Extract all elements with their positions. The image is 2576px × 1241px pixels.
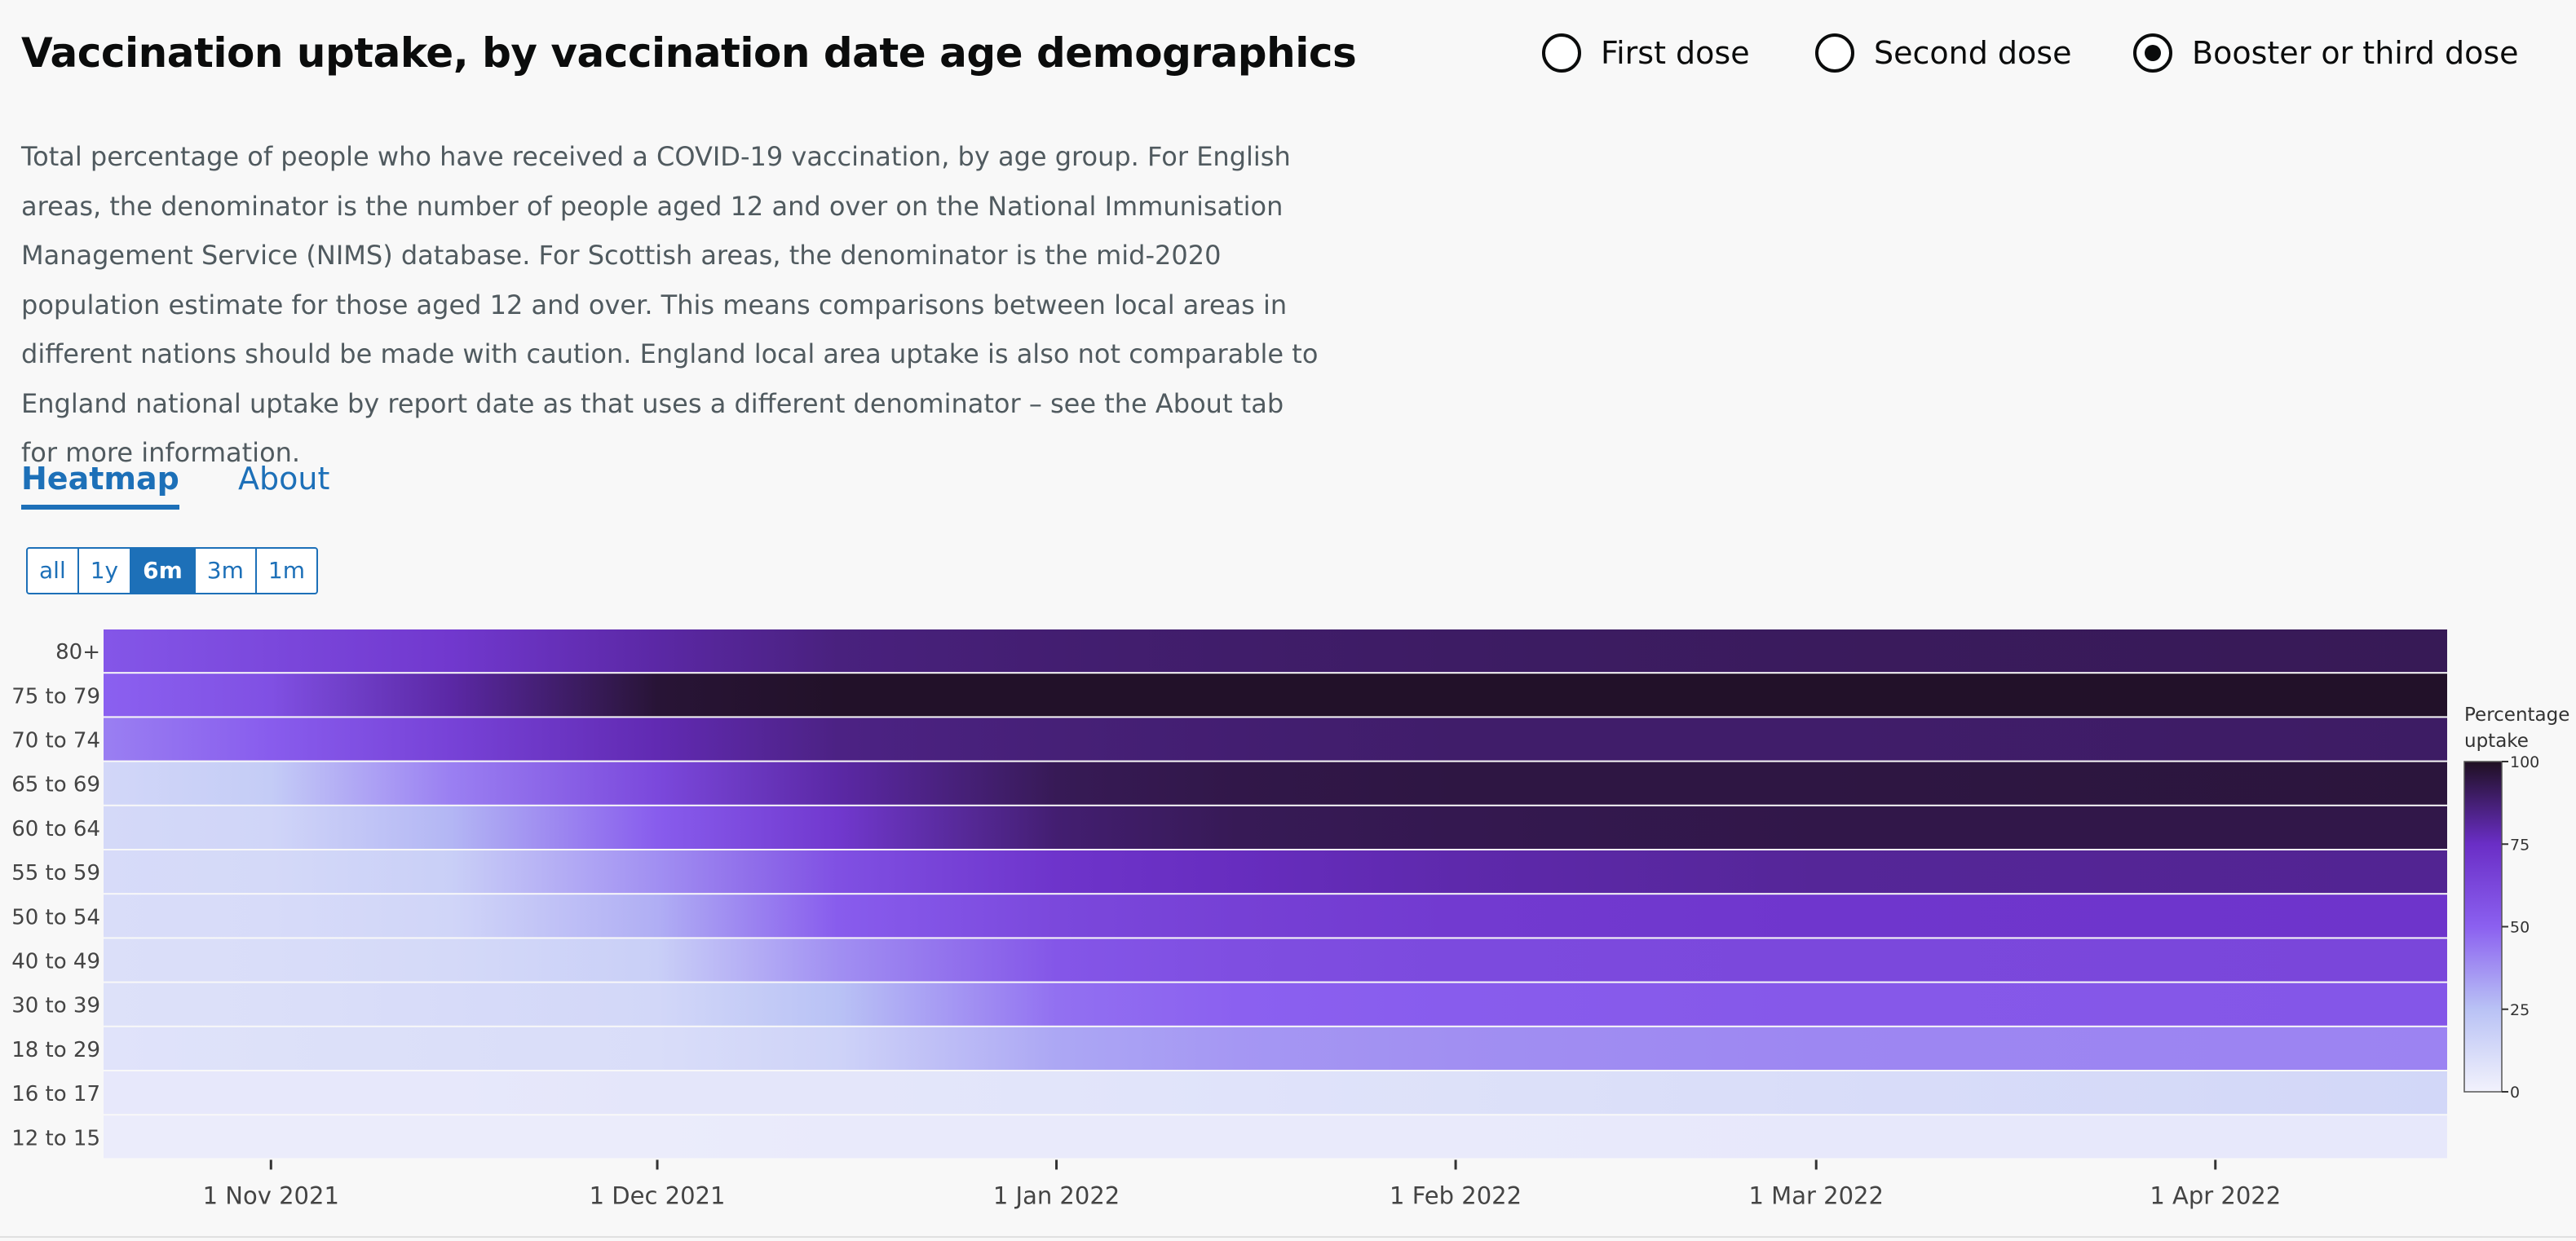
heatmap-row bbox=[104, 629, 2447, 673]
radio-booster-dose[interactable]: Booster or third dose bbox=[2133, 24, 2519, 82]
tab-heatmap[interactable]: Heatmap bbox=[21, 461, 179, 510]
radio-first-dose[interactable]: First dose bbox=[1542, 24, 1750, 82]
colorbar-title: uptake bbox=[2464, 731, 2529, 752]
heatmap-row bbox=[104, 938, 2447, 982]
x-tick-label: 1 Jan 2022 bbox=[993, 1181, 1120, 1209]
x-tick-label: 1 Feb 2022 bbox=[1390, 1181, 1522, 1209]
y-tick-label: 16 to 17 bbox=[11, 1082, 100, 1106]
heatmap-row bbox=[104, 850, 2447, 894]
divider bbox=[0, 1236, 2576, 1238]
heatmap-row bbox=[104, 806, 2447, 849]
y-tick-label: 40 to 49 bbox=[11, 950, 100, 974]
heatmap-row bbox=[104, 983, 2447, 1026]
x-tick-label: 1 Mar 2022 bbox=[1749, 1181, 1884, 1209]
page-title: Vaccination uptake, by vaccination date … bbox=[21, 29, 1357, 77]
colorbar-tick-label: 50 bbox=[2510, 919, 2530, 937]
y-tick-label: 75 to 79 bbox=[11, 684, 100, 709]
range-1y-button[interactable]: 1y bbox=[79, 549, 132, 593]
colorbar-title: Percentage bbox=[2464, 704, 2569, 726]
heatmap-row bbox=[104, 762, 2447, 805]
y-tick-label: 30 to 39 bbox=[11, 994, 100, 1018]
radio-circle[interactable] bbox=[1542, 33, 1581, 73]
radio-label-second-dose[interactable]: Second dose bbox=[1874, 35, 2072, 71]
radio-label-first-dose[interactable]: First dose bbox=[1601, 35, 1750, 71]
radio-circle[interactable] bbox=[1815, 33, 1854, 73]
x-tick-label: 1 Dec 2021 bbox=[590, 1181, 726, 1209]
radio-circle-selected[interactable] bbox=[2133, 33, 2172, 73]
chart-description: Total percentage of people who have rece… bbox=[21, 141, 1319, 468]
colorbar-tick-label: 75 bbox=[2510, 836, 2530, 854]
heatmap-row bbox=[104, 718, 2447, 761]
y-tick-label: 18 to 29 bbox=[11, 1038, 100, 1062]
y-tick-label: 50 to 54 bbox=[11, 905, 100, 930]
range-1m-button[interactable]: 1m bbox=[267, 557, 305, 584]
time-range-selector: all 1y 6m 3m 1m bbox=[26, 547, 318, 594]
heatmap-row bbox=[104, 1071, 2447, 1115]
x-tick-label: 1 Nov 2021 bbox=[203, 1181, 339, 1209]
heatmap-row bbox=[104, 1115, 2447, 1159]
y-tick-label: 60 to 64 bbox=[11, 817, 100, 841]
colorbar-tick-label: 100 bbox=[2510, 753, 2539, 771]
y-tick-label: 12 to 15 bbox=[11, 1126, 100, 1150]
dose-selector: First dose Second dose Booster or third … bbox=[0, 24, 2576, 82]
tab-about[interactable]: About bbox=[238, 461, 330, 497]
x-tick-label: 1 Apr 2022 bbox=[2150, 1181, 2281, 1209]
colorbar-tick-label: 0 bbox=[2510, 1084, 2520, 1102]
heatmap-row bbox=[104, 1027, 2447, 1070]
radio-second-dose[interactable]: Second dose bbox=[1815, 24, 2071, 82]
radio-label-booster-dose[interactable]: Booster or third dose bbox=[2192, 35, 2519, 71]
colorbar bbox=[2463, 761, 2503, 1093]
colorbar-tick-label: 25 bbox=[2510, 1001, 2530, 1019]
y-tick-label: 70 to 74 bbox=[11, 729, 100, 753]
y-tick-label: 55 to 59 bbox=[11, 861, 100, 885]
heatmap-row bbox=[104, 894, 2447, 938]
y-tick-label: 65 to 69 bbox=[11, 773, 100, 797]
range-3m-button[interactable]: 3m bbox=[196, 549, 257, 593]
range-all-button[interactable]: all bbox=[28, 549, 79, 593]
y-tick-label: 80+ bbox=[55, 640, 100, 665]
heatmap-row bbox=[104, 673, 2447, 717]
range-6m-button[interactable]: 6m bbox=[131, 549, 196, 593]
